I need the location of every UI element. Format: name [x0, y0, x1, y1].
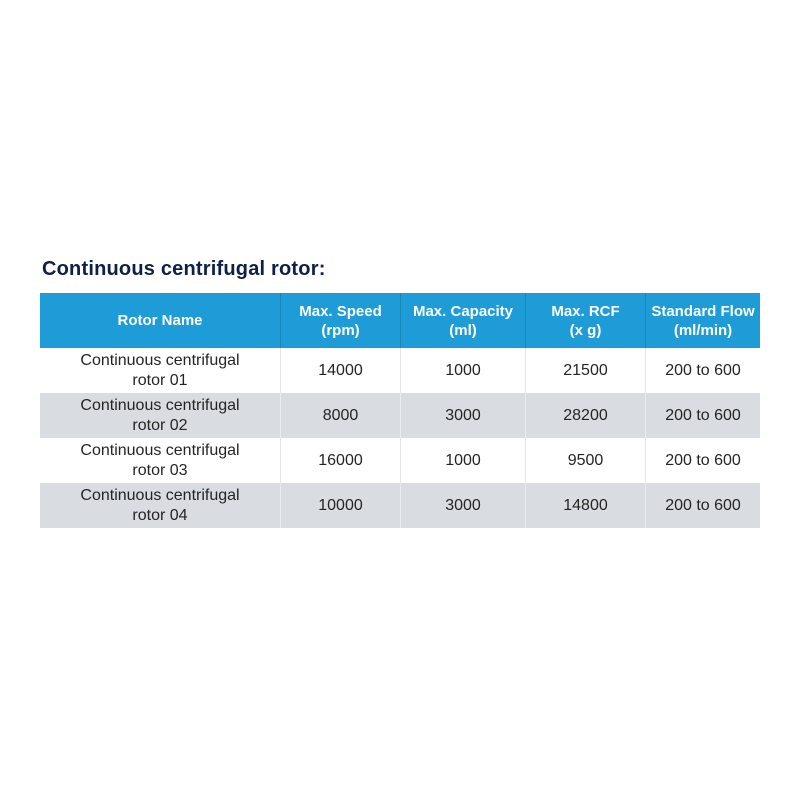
column-header-max-speed: Max. Speed (rpm): [280, 293, 400, 348]
max-rcf-value: 9500: [567, 451, 604, 469]
cell-max-capacity: 1000: [400, 438, 525, 483]
section-title: Continuous centrifugal rotor:: [42, 258, 326, 280]
table-header-row: Rotor Name Max. Speed (rpm) Max. Capacit…: [40, 293, 760, 348]
standard-flow-value: 200 to 600: [665, 361, 741, 379]
max-rcf-value: 28200: [563, 406, 608, 424]
cell-max-speed: 10000: [280, 483, 400, 528]
column-header-label: Rotor Name: [117, 312, 203, 329]
max-speed-value: 14000: [318, 361, 363, 379]
column-header-label: Standard Flow: [651, 302, 755, 320]
table-row: Continuous centrifugal rotor 04 10000 30…: [40, 483, 760, 528]
cell-max-capacity: 3000: [400, 483, 525, 528]
cell-rotor-name: Continuous centrifugal rotor 03: [40, 438, 280, 483]
max-capacity-value: 1000: [445, 361, 481, 379]
cell-rotor-name: Continuous centrifugal rotor 04: [40, 483, 280, 528]
rotor-name-line1: Continuous centrifugal: [80, 351, 240, 369]
max-capacity-value: 3000: [445, 406, 481, 424]
rotor-name-line1: Continuous centrifugal: [80, 486, 240, 504]
cell-max-rcf: 21500: [525, 348, 645, 393]
rotor-name-line1: Continuous centrifugal: [80, 396, 240, 414]
column-header-max-rcf: Max. RCF (x g): [525, 293, 645, 348]
max-rcf-value: 21500: [563, 361, 608, 379]
rotor-name-line2: rotor 02: [132, 416, 188, 434]
column-header-unit: (x g): [569, 321, 602, 339]
max-capacity-value: 1000: [445, 451, 481, 469]
rotor-name-line2: rotor 01: [132, 371, 188, 389]
column-header-label: Max. Capacity: [412, 302, 514, 320]
standard-flow-value: 200 to 600: [665, 451, 741, 469]
cell-standard-flow: 200 to 600: [645, 438, 760, 483]
max-speed-value: 8000: [322, 406, 359, 424]
cell-max-rcf: 9500: [525, 438, 645, 483]
column-header-rotor-name: Rotor Name: [40, 293, 280, 348]
cell-max-speed: 16000: [280, 438, 400, 483]
cell-standard-flow: 200 to 600: [645, 348, 760, 393]
cell-max-rcf: 28200: [525, 393, 645, 438]
column-header-label: Max. Speed: [299, 302, 382, 320]
cell-standard-flow: 200 to 600: [645, 393, 760, 438]
cell-max-speed: 8000: [280, 393, 400, 438]
rotor-name-line2: rotor 03: [132, 461, 188, 479]
column-header-unit: (rpm): [321, 321, 360, 339]
cell-max-capacity: 3000: [400, 393, 525, 438]
max-rcf-value: 14800: [563, 496, 608, 514]
rotor-name-line1: Continuous centrifugal: [80, 441, 240, 459]
cell-max-capacity: 1000: [400, 348, 525, 393]
cell-rotor-name: Continuous centrifugal rotor 02: [40, 393, 280, 438]
cell-max-rcf: 14800: [525, 483, 645, 528]
max-speed-value: 10000: [318, 496, 363, 514]
standard-flow-value: 200 to 600: [665, 406, 741, 424]
rotor-spec-table: Rotor Name Max. Speed (rpm) Max. Capacit…: [40, 293, 760, 528]
standard-flow-value: 200 to 600: [665, 496, 741, 514]
max-capacity-value: 3000: [445, 496, 481, 514]
column-header-max-capacity: Max. Capacity (ml): [400, 293, 525, 348]
column-header-unit: (ml): [449, 321, 477, 339]
max-speed-value: 16000: [318, 451, 363, 469]
column-header-label: Max. RCF: [551, 302, 620, 320]
rotor-name-line2: rotor 04: [132, 506, 188, 524]
table-row: Continuous centrifugal rotor 02 8000 300…: [40, 393, 760, 438]
column-header-unit: (ml/min): [673, 321, 733, 339]
table-row: Continuous centrifugal rotor 03 16000 10…: [40, 438, 760, 483]
cell-max-speed: 14000: [280, 348, 400, 393]
cell-rotor-name: Continuous centrifugal rotor 01: [40, 348, 280, 393]
column-header-standard-flow: Standard Flow (ml/min): [645, 293, 760, 348]
table-row: Continuous centrifugal rotor 01 14000 10…: [40, 348, 760, 393]
cell-standard-flow: 200 to 600: [645, 483, 760, 528]
